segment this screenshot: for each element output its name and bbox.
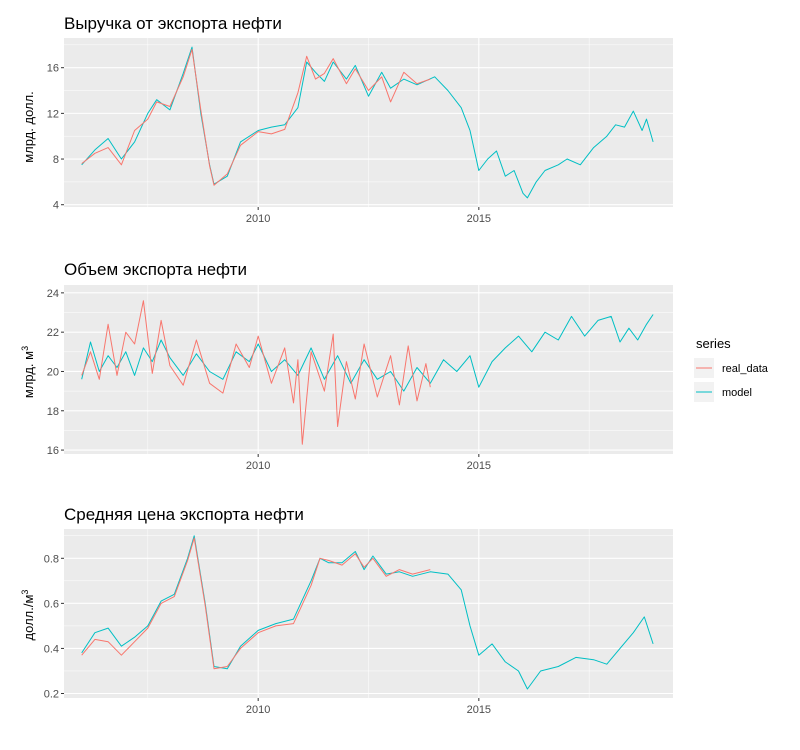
legend-label-model: model (722, 387, 752, 399)
y-tick-label: 8 (53, 154, 59, 166)
x-tick-label: 2015 (467, 460, 491, 472)
panel-price: Средняя цена экспорта нефти долл./м3 0.2… (20, 505, 673, 716)
legend-title: series (696, 336, 731, 351)
panel-title-price: Средняя цена экспорта нефти (64, 505, 304, 524)
series-line-real-data-revenue (81, 48, 431, 186)
y-tick-label: 16 (47, 445, 59, 457)
series-line-model-price (81, 535, 654, 690)
y-axis-label-price: долл./м3 (20, 590, 36, 641)
y-tick-label: 0.2 (44, 688, 59, 700)
x-tick-label: 2010 (246, 460, 270, 472)
y-tick-label: 16 (47, 63, 59, 75)
panel-title-revenue: Выручка от экспорта нефти (64, 14, 282, 33)
y-axis-label-volume: млрд. м3 (20, 346, 36, 398)
y-tick-label: 12 (47, 108, 59, 120)
y-tick-label: 0.8 (44, 553, 59, 565)
x-tick-label: 2010 (246, 704, 270, 716)
legend-label-real-data: real_data (722, 363, 769, 375)
series-line-real-data-price (81, 537, 431, 670)
panel-revenue: Выручка от экспорта нефти млрд. долл. 4 8… (21, 14, 673, 225)
series-line-real-data-volume (81, 300, 431, 445)
y-tick-label: 4 (53, 200, 59, 212)
y-axis-label-revenue: млрд. долл. (21, 91, 36, 163)
y-tick-label: 20 (47, 366, 59, 378)
series-line-model-volume (81, 314, 654, 392)
y-tick-label: 22 (47, 327, 59, 339)
y-tick-label: 0.4 (44, 643, 59, 655)
legend: series real_data model (694, 336, 769, 402)
series-line-model-revenue (81, 46, 654, 199)
x-tick-label: 2010 (246, 213, 270, 225)
x-tick-label: 2015 (467, 704, 491, 716)
x-tick-label: 2015 (467, 213, 491, 225)
y-tick-label: 0.6 (44, 598, 59, 610)
y-tick-label: 18 (47, 406, 59, 418)
plot-area-volume: 16 18 20 22 24 2010 2015 (47, 285, 673, 472)
panel-title-volume: Объем экспорта нефти (64, 260, 247, 279)
panel-volume: Объем экспорта нефти млрд. м3 16 18 20 22 24… (20, 260, 673, 472)
plot-area-revenue: 4 8 12 16 2010 2015 (47, 38, 673, 225)
plot-area-price: 0.2 0.4 0.6 0.8 2010 2015 (44, 529, 673, 716)
y-tick-label: 24 (47, 288, 59, 300)
